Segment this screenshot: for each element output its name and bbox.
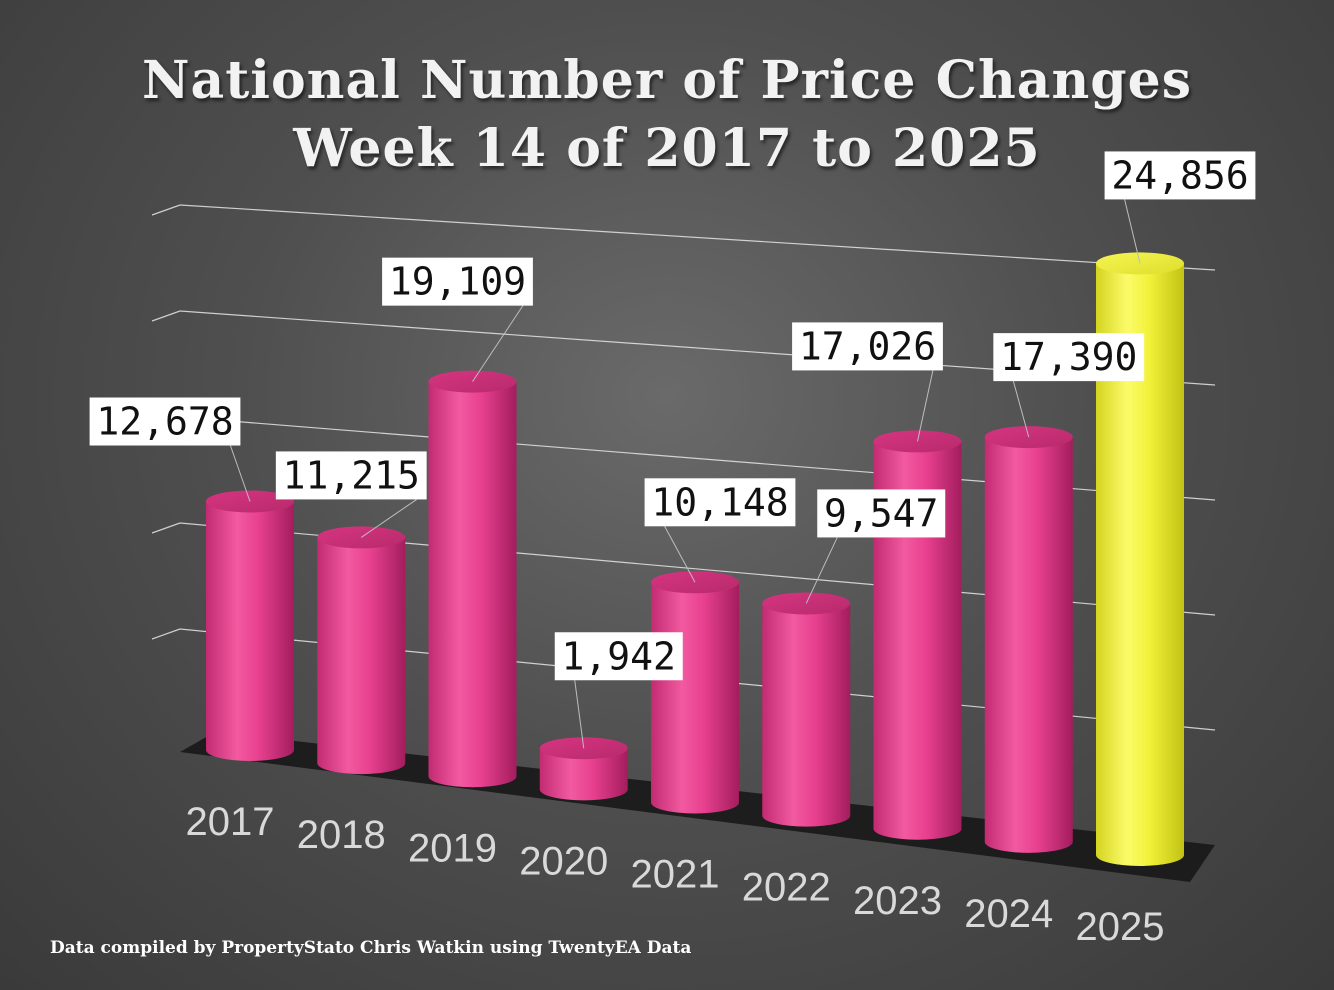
source-footnote: Data compiled by PropertyStato Chris Wat… [50,938,692,958]
data-label-2020: 1,942 [554,632,683,681]
bar-body [428,381,517,788]
gridline-tick [151,628,181,640]
bar-2019 [428,370,517,788]
data-label-2017: 12,678 [89,397,241,446]
x-tick-label: 2023 [853,879,942,923]
bar-2024 [984,426,1073,853]
bar-body [873,441,962,840]
data-label-text: 1,942 [562,634,676,678]
bar-body [651,582,739,814]
data-label-text: 9,547 [824,491,938,535]
bar-2022 [762,592,851,827]
data-label-text: 12,678 [96,400,233,444]
data-label-2021: 10,148 [644,478,796,527]
bar-body [539,748,628,801]
x-tick-label: 2024 [964,892,1053,936]
gridline-tick [151,310,181,322]
data-label-2019: 19,109 [382,257,533,306]
bar-2021 [651,571,739,814]
data-label-box [993,333,1145,382]
data-label-text: 19,109 [389,260,526,304]
gridline-tick [151,204,181,216]
gridline-tick [151,522,181,534]
x-tick-label: 2019 [408,826,497,870]
bar-body [1096,263,1184,866]
label-leader-line [917,370,934,442]
label-leader-line [805,537,838,604]
x-tick-label: 2020 [519,839,608,883]
data-label-text: 17,390 [1000,335,1137,379]
data-label-text: 24,856 [1111,153,1248,197]
label-leader-line [472,305,524,382]
data-label-2024: 17,390 [993,333,1145,382]
data-label-text: 10,148 [651,480,788,524]
data-label-text: 11,215 [283,453,420,497]
data-label-box [644,478,796,527]
x-tick-label: 2018 [297,813,386,857]
bar-body [317,537,406,775]
data-label-box [554,632,683,681]
data-label-box [275,451,427,500]
label-leader-line [664,526,696,583]
data-label-box [382,257,533,306]
label-leader-line [1124,199,1141,264]
label-leader-line [1012,380,1030,438]
bar-2017 [206,490,294,761]
data-label-box [792,322,943,371]
chart-title-line1: National Number of Price Changes [141,50,1192,111]
label-leader-line [574,680,585,749]
x-tick-label: 2017 [186,800,275,844]
data-label-box [817,489,946,538]
label-leader-line [360,499,417,538]
data-label-2022: 9,547 [817,489,946,538]
data-label-text: 17,026 [799,324,936,368]
bar-body [762,603,851,827]
bar-2018 [317,526,406,775]
label-leader-line [229,445,251,502]
bar-body [206,501,294,761]
data-label-2025: 24,856 [1104,151,1256,200]
x-tick-label: 2025 [1076,905,1165,949]
bar-body [984,437,1073,853]
data-label-box [89,397,241,446]
chart-title-line2: Week 14 of 2017 to 2025 [293,118,1041,179]
bar-top [206,490,294,513]
x-tick-label: 2021 [631,853,720,897]
data-label-box [1104,151,1256,200]
data-label-2018: 11,215 [275,451,427,500]
data-label-2023: 17,026 [792,322,943,371]
gridline [179,204,1216,271]
x-tick-label: 2022 [742,866,831,910]
